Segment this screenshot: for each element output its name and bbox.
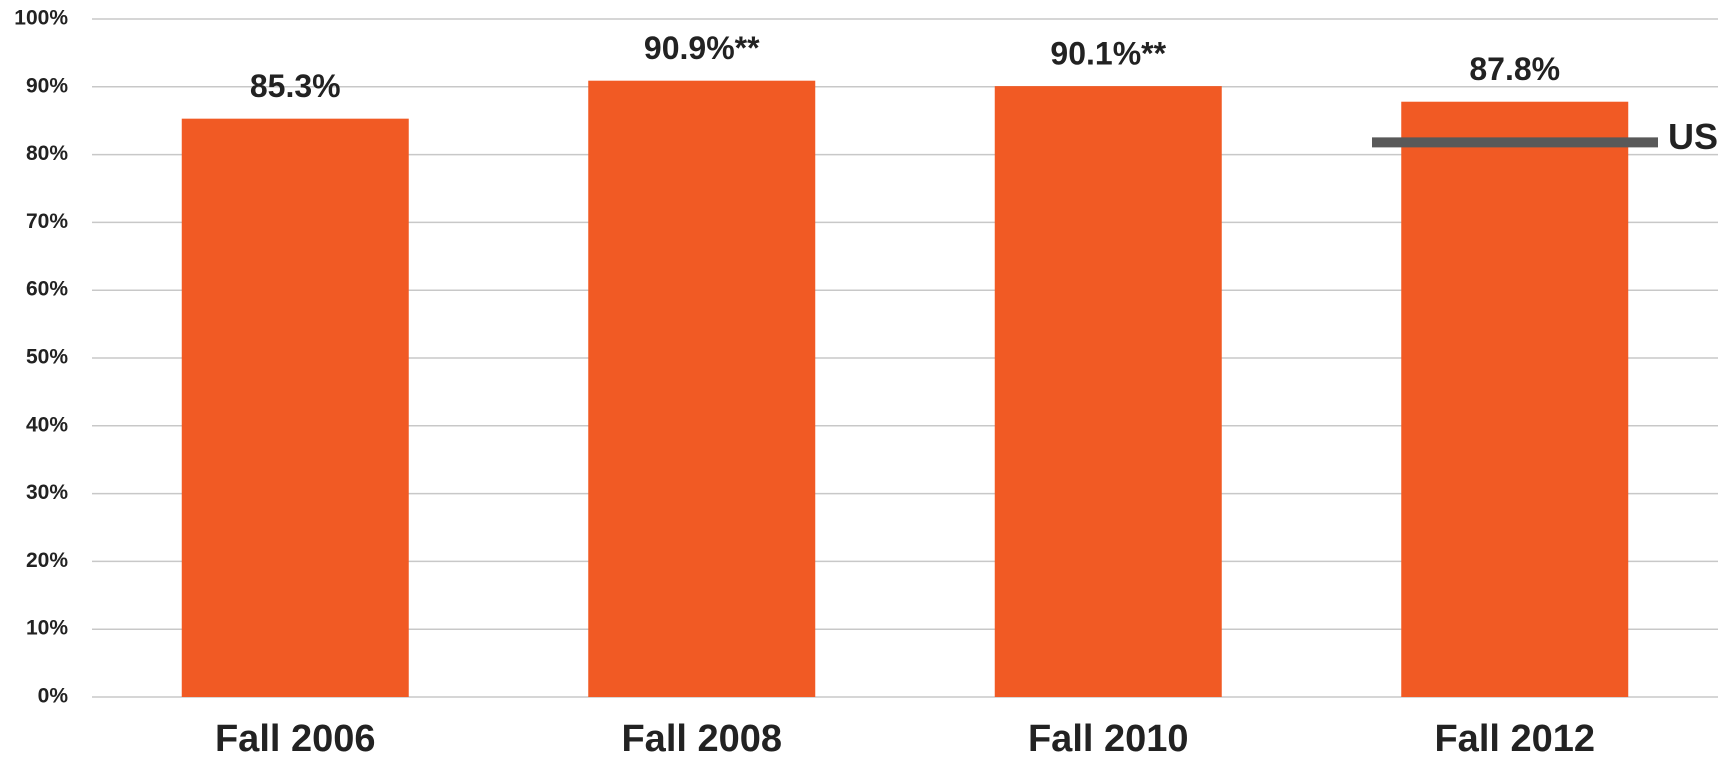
value-label: 87.8% [1469, 51, 1560, 87]
value-label: 85.3% [250, 68, 341, 104]
y-tick-label: 10% [26, 617, 68, 640]
reference-label: US [1668, 116, 1718, 157]
y-tick-label: 20% [26, 549, 68, 572]
value-label: 90.9%** [644, 30, 760, 66]
y-tick-label: 70% [26, 210, 68, 233]
bar [994, 86, 1222, 697]
bar [588, 80, 816, 697]
y-tick-label: 60% [26, 278, 68, 301]
y-tick-label: 30% [26, 481, 68, 504]
x-tick-label: Fall 2008 [621, 718, 782, 760]
y-tick-label: 90% [26, 74, 68, 97]
bar [181, 118, 409, 697]
x-tick-label: Fall 2012 [1434, 718, 1595, 760]
y-tick-label: 50% [26, 346, 68, 369]
y-tick-label: 80% [26, 142, 68, 165]
y-tick-label: 100% [14, 7, 68, 30]
x-tick-label: Fall 2006 [215, 718, 376, 760]
bar [1401, 101, 1629, 697]
y-tick-label: 40% [26, 413, 68, 436]
x-tick-label: Fall 2010 [1028, 718, 1189, 760]
value-label: 90.1%** [1050, 36, 1166, 72]
y-tick-label: 0% [38, 685, 69, 708]
